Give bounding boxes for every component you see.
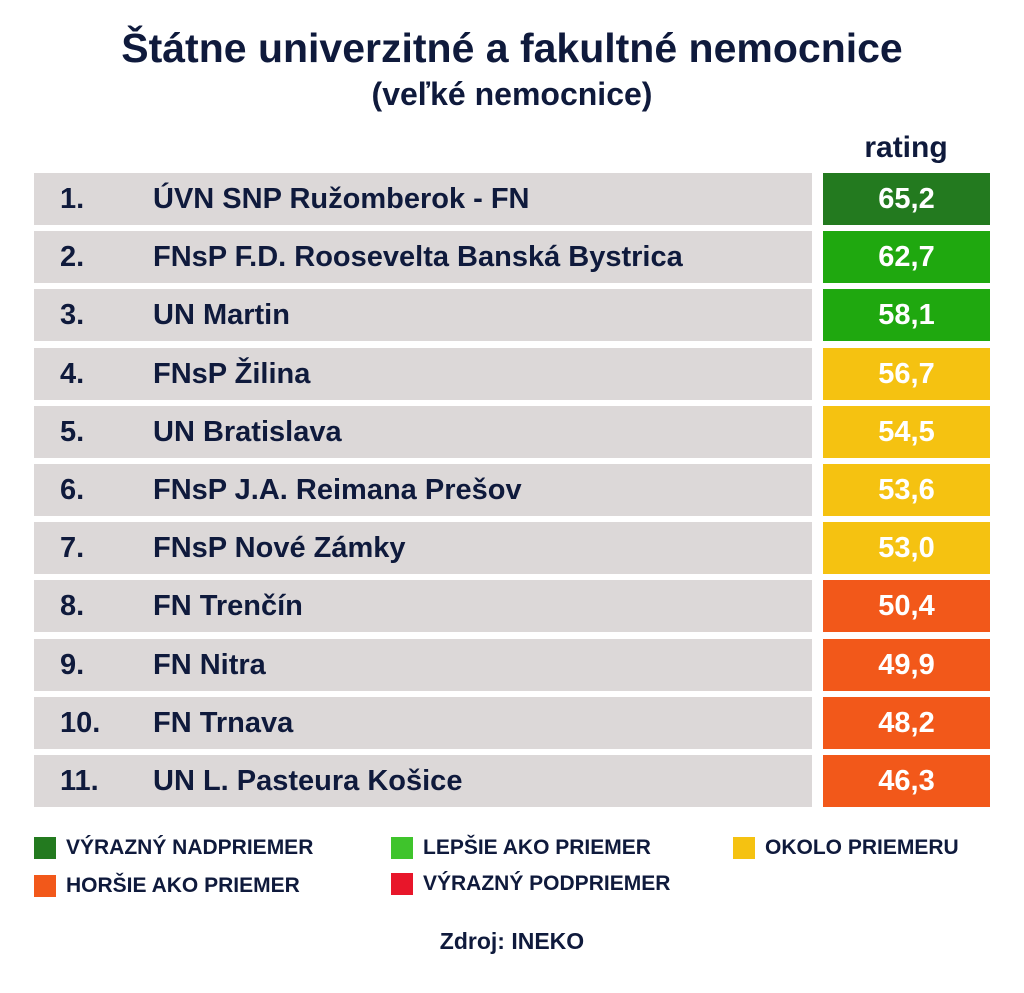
table-row: 3. UN Martin 58,1 xyxy=(34,289,990,341)
rating-value: 65,2 xyxy=(823,173,990,225)
table-row: 10. FN Trnava 48,2 xyxy=(34,697,990,749)
rating-column-header: rating xyxy=(864,131,948,164)
legend-swatch xyxy=(34,875,56,897)
rank-number: 1. xyxy=(60,183,85,215)
row-background xyxy=(34,406,812,458)
row-background xyxy=(34,289,812,341)
chart-title: Štátne univerzitné a fakultné nemocnice xyxy=(121,25,903,71)
rating-value: 62,7 xyxy=(823,231,990,283)
row-background xyxy=(34,464,812,516)
rating-value: 49,9 xyxy=(823,639,990,691)
legend-label: VÝRAZNÝ NADPRIEMER xyxy=(66,836,314,859)
rank-number: 8. xyxy=(60,590,85,622)
legend-swatch xyxy=(34,837,56,859)
source-note: Zdroj: INEKO xyxy=(439,928,585,954)
row-background xyxy=(34,348,812,400)
table-row: 5. UN Bratislava 54,5 xyxy=(34,406,990,458)
table-row: 7. FNsP Nové Zámky 53,0 xyxy=(34,522,990,574)
legend-label: LEPŠIE AKO PRIEMER xyxy=(423,836,651,859)
legend-swatch xyxy=(733,837,755,859)
rating-value: 48,2 xyxy=(823,697,990,749)
rank-number: 6. xyxy=(60,474,85,506)
table-row: 9. FN Nitra 49,9 xyxy=(34,639,990,691)
rating-value: 56,7 xyxy=(823,348,990,400)
hospital-name: FNsP J.A. Reimana Prešov xyxy=(153,474,522,506)
row-background xyxy=(34,522,812,574)
legend-swatch xyxy=(391,837,413,859)
rank-number: 4. xyxy=(60,358,85,390)
hospital-name: FNsP Nové Zámky xyxy=(153,532,406,564)
table-row: 4. FNsP Žilina 56,7 xyxy=(34,348,990,400)
rating-value: 54,5 xyxy=(823,406,990,458)
hospital-name: ÚVN SNP Ružomberok - FN xyxy=(153,183,530,215)
hospital-name: FN Trnava xyxy=(153,707,294,739)
legend-label: HORŠIE AKO PRIEMER xyxy=(66,874,300,897)
rating-value: 50,4 xyxy=(823,580,990,632)
rank-number: 3. xyxy=(60,299,85,331)
rating-value: 53,0 xyxy=(823,522,990,574)
rating-value: 46,3 xyxy=(823,755,990,807)
legend-swatch xyxy=(391,873,413,895)
legend-label: OKOLO PRIEMERU xyxy=(765,836,959,859)
row-background xyxy=(34,639,812,691)
row-background xyxy=(34,755,812,807)
rank-number: 7. xyxy=(60,532,85,564)
table-row: 11. UN L. Pasteura Košice 46,3 xyxy=(34,755,990,807)
rank-number: 2. xyxy=(60,241,85,273)
hospital-name: FNsP F.D. Roosevelta Banská Bystrica xyxy=(153,241,683,273)
rating-value: 58,1 xyxy=(823,289,990,341)
hospital-name: FNsP Žilina xyxy=(153,358,311,390)
rank-number: 9. xyxy=(60,649,85,681)
hospital-name: FN Nitra xyxy=(153,649,266,681)
legend-label: VÝRAZNÝ PODPRIEMER xyxy=(423,872,671,895)
row-background xyxy=(34,580,812,632)
table-row: 2. FNsP F.D. Roosevelta Banská Bystrica 62… xyxy=(34,231,990,283)
row-background xyxy=(34,697,812,749)
hospital-name: FN Trenčín xyxy=(153,590,303,622)
table-row: 8. FN Trenčín 50,4 xyxy=(34,580,990,632)
hospital-name: UN L. Pasteura Košice xyxy=(153,765,463,797)
rating-value: 53,6 xyxy=(823,464,990,516)
row-background xyxy=(34,231,812,283)
rank-number: 11. xyxy=(60,765,99,797)
chart-subtitle: (veľké nemocnice) xyxy=(371,76,653,112)
table-row: 1. ÚVN SNP Ružomberok - FN 65,2 xyxy=(34,173,990,225)
row-background xyxy=(34,173,812,225)
hospital-name: UN Martin xyxy=(153,299,290,331)
rank-number: 10. xyxy=(60,707,101,739)
table-row: 6. FNsP J.A. Reimana Prešov 53,6 xyxy=(34,464,990,516)
rank-number: 5. xyxy=(60,416,85,448)
hospital-name: UN Bratislava xyxy=(153,416,342,448)
